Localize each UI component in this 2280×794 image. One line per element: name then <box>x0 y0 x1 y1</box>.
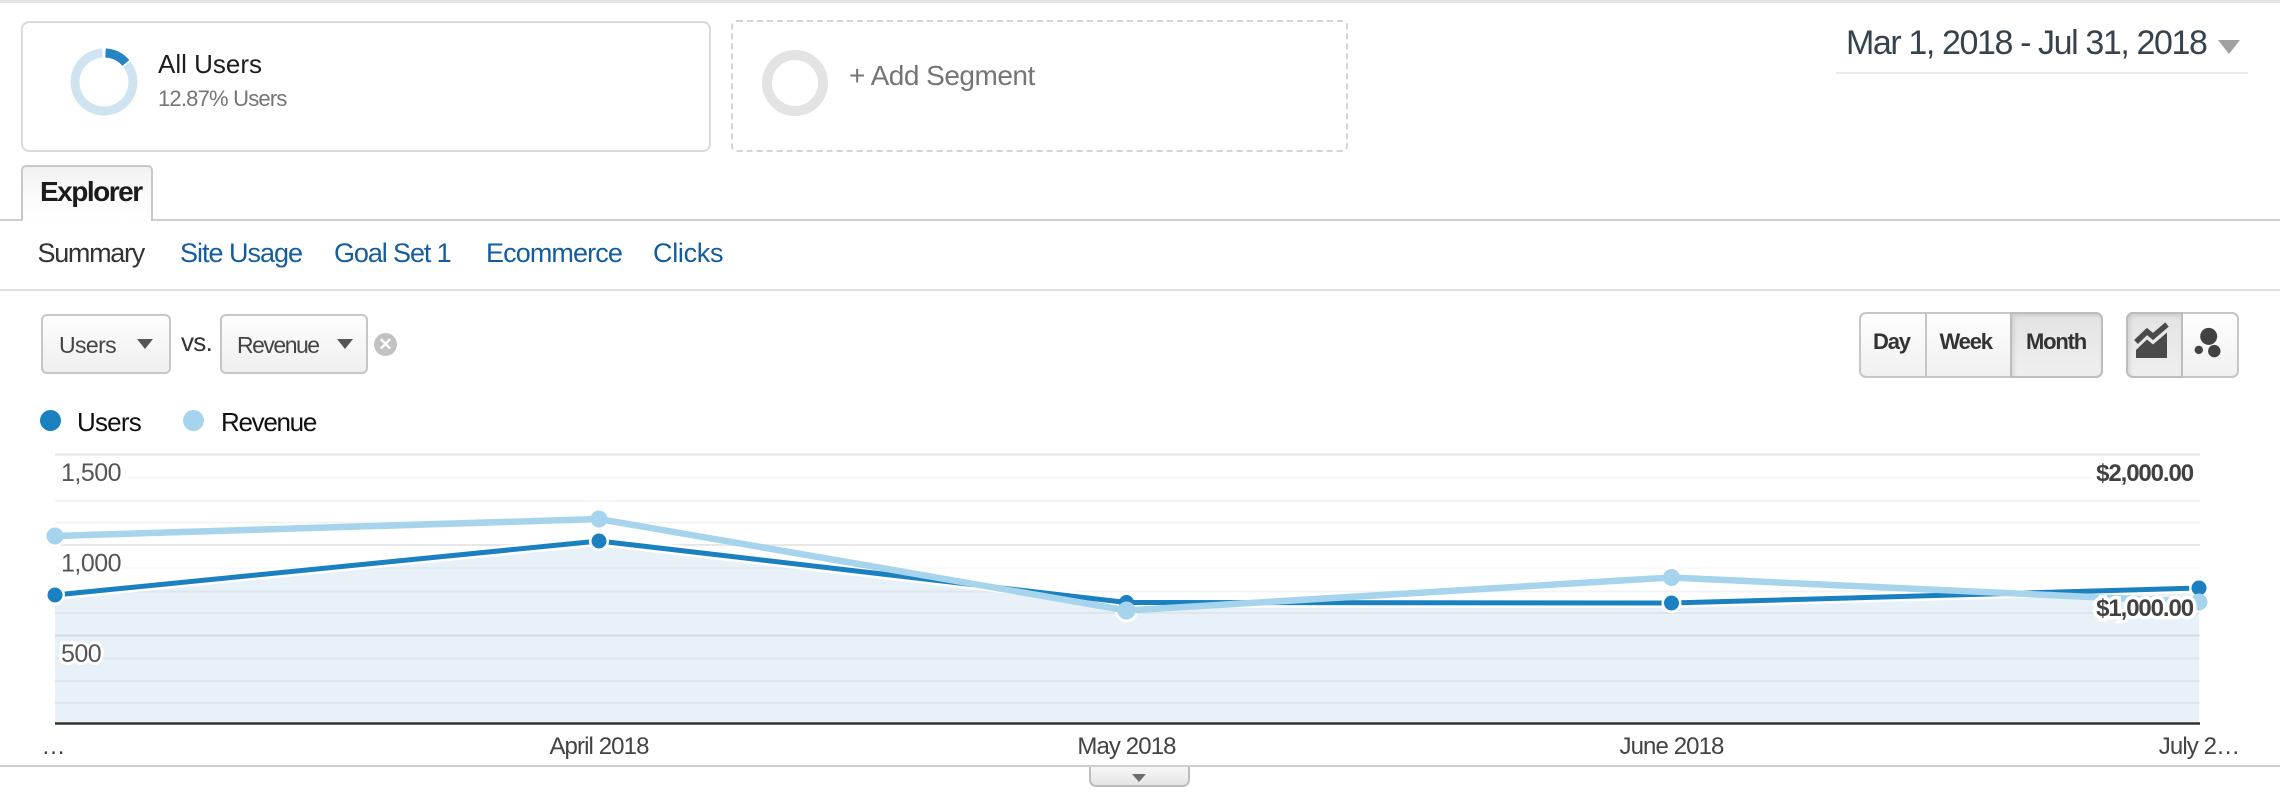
svg-text:…: … <box>41 733 64 760</box>
svg-text:500: 500 <box>61 640 101 668</box>
svg-text:1,500: 1,500 <box>61 459 121 487</box>
svg-text:$1,000.00: $1,000.00 <box>2096 595 2194 622</box>
svg-text:1,000: 1,000 <box>61 550 121 578</box>
svg-text:$2,000.00: $2,000.00 <box>2096 460 2194 487</box>
svg-text:June 2018: June 2018 <box>1619 733 1724 760</box>
svg-text:April 2018: April 2018 <box>549 733 649 760</box>
svg-text:May 2018: May 2018 <box>1077 733 1176 760</box>
svg-text:July 2…: July 2… <box>2159 733 2239 760</box>
